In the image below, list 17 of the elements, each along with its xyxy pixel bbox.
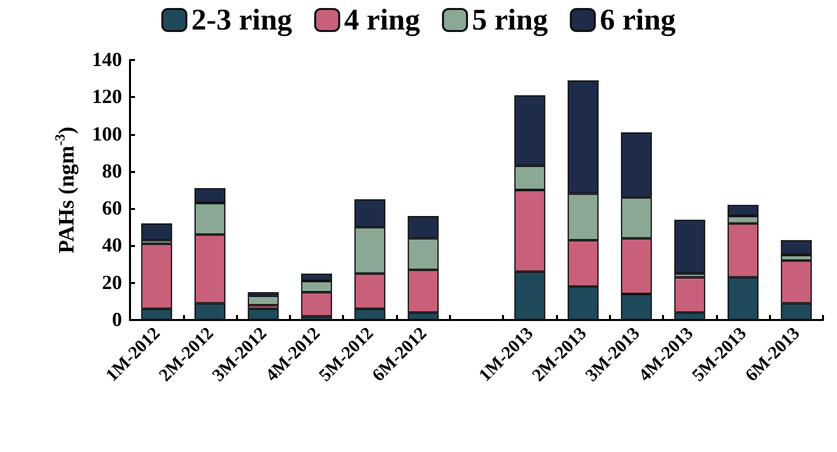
y-tick-label: 100 <box>92 123 122 146</box>
bar <box>248 308 279 320</box>
y-tick-label: 120 <box>92 86 122 108</box>
bar <box>141 223 172 240</box>
bar <box>248 296 279 306</box>
legend-label: 2-3 ring <box>191 4 292 36</box>
y-tick-label: 0 <box>112 309 122 331</box>
y-tick-label: 60 <box>102 198 122 220</box>
y-tick-label: 80 <box>102 160 122 182</box>
legend-label: 6 ring <box>600 4 676 36</box>
y-tick-label: 40 <box>102 234 122 257</box>
y-tick-label: 140 <box>92 49 122 71</box>
y-axis-title: PAHs (ngm-3) <box>54 126 78 254</box>
bar <box>674 220 706 274</box>
legend-label: 4 ring <box>344 4 420 36</box>
y-tick-label: 20 <box>102 272 122 294</box>
legend-label: 5 ring <box>472 4 548 36</box>
